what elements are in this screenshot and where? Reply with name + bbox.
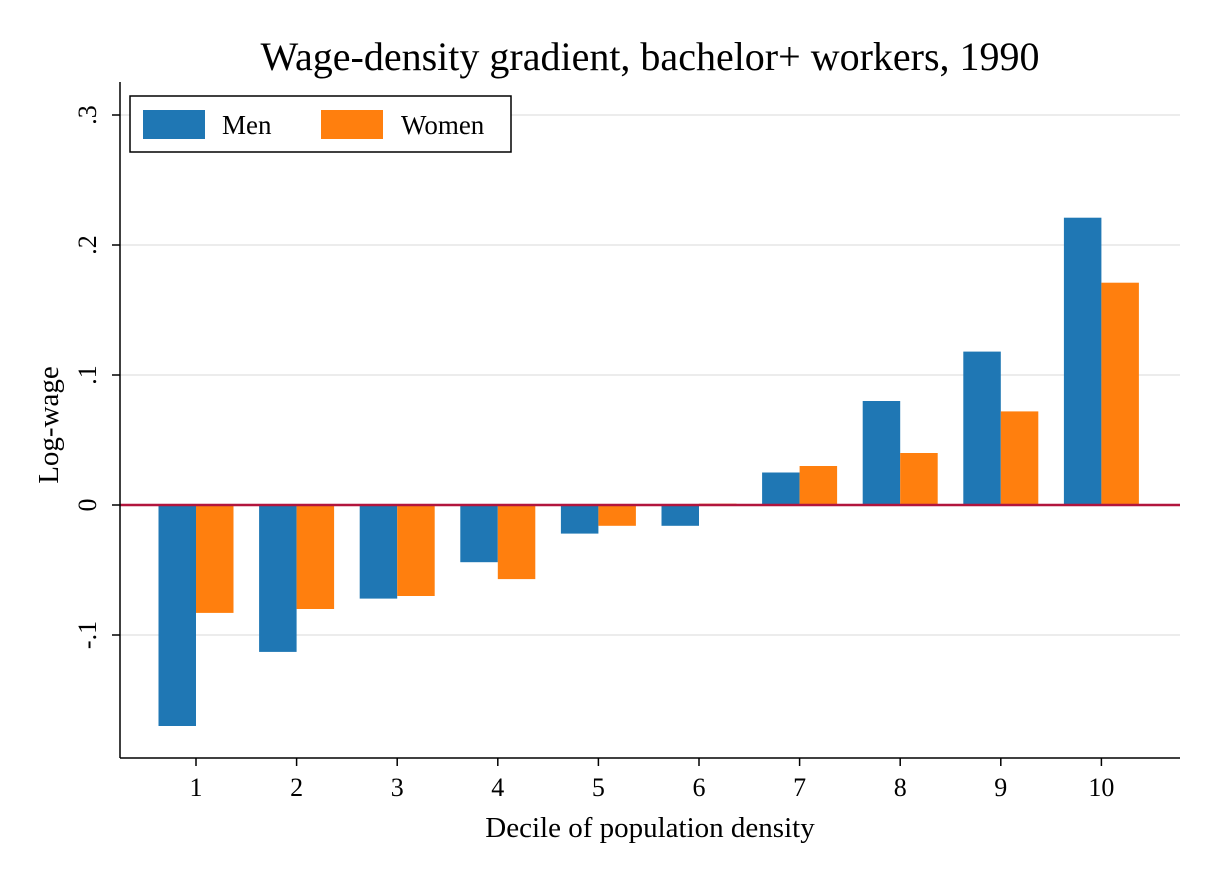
x-tick-label: 2 xyxy=(290,773,303,802)
bar-men-decile-9 xyxy=(963,351,1001,505)
bar-men-decile-10 xyxy=(1063,217,1102,505)
chart-title: Wage-density gradient, bachelor+ workers… xyxy=(260,34,1039,79)
y-tick-label: .3 xyxy=(73,105,102,125)
y-tick-label: 0 xyxy=(73,499,102,512)
bar-women-decile-2 xyxy=(296,505,335,609)
bar-men-decile-4 xyxy=(460,505,498,563)
x-ticks: 1 2 3 4 5 6 7 8 9 10 xyxy=(190,758,1114,802)
legend-swatch-women xyxy=(321,110,383,139)
y-tick-label: -.1 xyxy=(73,621,102,649)
x-tick-label: 7 xyxy=(793,773,806,802)
bar-women-decile-10 xyxy=(1101,282,1139,505)
x-tick-label: 9 xyxy=(994,773,1007,802)
legend-swatch-men xyxy=(143,110,205,139)
bar-women-decile-9 xyxy=(1000,411,1039,505)
x-axis-title: Decile of population density xyxy=(485,812,815,844)
bar-women-decile-3 xyxy=(397,505,435,596)
y-tick-label: .1 xyxy=(73,365,102,385)
bar-men-decile-8 xyxy=(862,401,901,505)
bars xyxy=(158,217,1139,726)
x-tick-label: 6 xyxy=(693,773,706,802)
x-tick-label: 4 xyxy=(491,773,504,802)
bar-men-decile-6 xyxy=(661,505,699,526)
x-tick-label: 10 xyxy=(1088,773,1114,802)
y-ticks: -.1 0 .1 .2 .3 xyxy=(73,105,120,649)
x-tick-label: 3 xyxy=(391,773,404,802)
bar-women-decile-7 xyxy=(799,466,838,505)
legend: Men Women xyxy=(129,95,512,153)
bar-men-decile-1 xyxy=(158,505,196,726)
x-tick-label: 8 xyxy=(894,773,907,802)
bar-women-decile-4 xyxy=(497,505,536,580)
bar-women-decile-8 xyxy=(900,453,938,505)
x-tick-label: 5 xyxy=(592,773,605,802)
legend-box xyxy=(129,95,512,153)
bar-men-decile-2 xyxy=(259,505,297,652)
bar-women-decile-5 xyxy=(598,505,636,526)
legend-label-women: Women xyxy=(401,110,485,140)
x-tick-label: 1 xyxy=(190,773,203,802)
y-axis-title: Log-wage xyxy=(33,366,65,484)
bar-men-decile-7 xyxy=(762,472,800,505)
bar-men-decile-5 xyxy=(560,505,599,534)
bar-men-decile-3 xyxy=(359,505,398,599)
y-tick-label: .2 xyxy=(73,235,102,255)
bar-women-decile-1 xyxy=(196,505,234,613)
legend-label-men: Men xyxy=(222,110,272,140)
